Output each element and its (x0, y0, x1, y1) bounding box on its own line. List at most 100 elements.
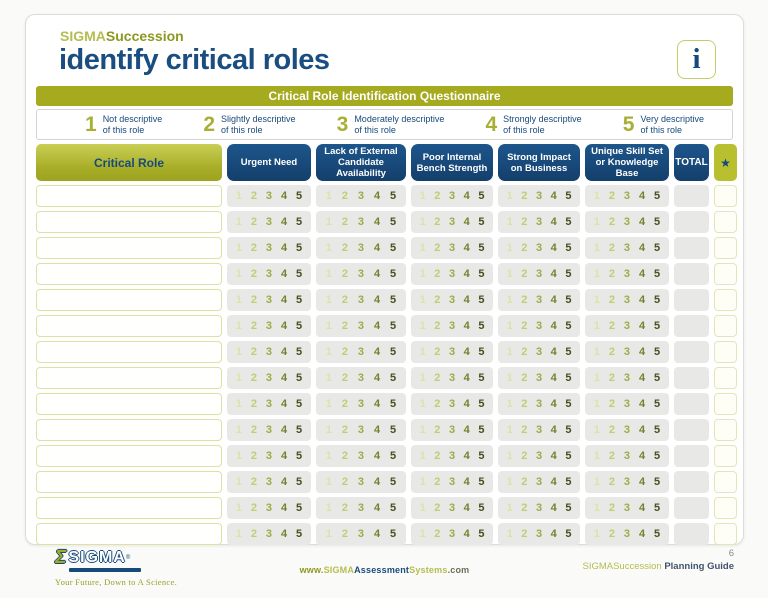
critical-role-input[interactable] (36, 263, 222, 286)
rating-option-3[interactable]: 3 (448, 450, 456, 463)
rating-option-1[interactable]: 1 (419, 424, 426, 437)
star-checkbox[interactable] (714, 471, 737, 494)
rating-option-5[interactable]: 5 (653, 528, 661, 541)
rating-option-2[interactable]: 2 (521, 450, 528, 463)
rating-option-1[interactable]: 1 (325, 216, 333, 229)
rating-option-5[interactable]: 5 (565, 242, 572, 255)
rating-option-3[interactable]: 3 (265, 528, 273, 541)
rating-option-2[interactable]: 2 (608, 424, 616, 437)
rating-option-3[interactable]: 3 (357, 268, 365, 281)
rating-option-5[interactable]: 5 (565, 528, 572, 541)
rating-option-2[interactable]: 2 (434, 190, 441, 203)
rating-option-3[interactable]: 3 (357, 372, 365, 385)
rating-option-1[interactable]: 1 (235, 450, 243, 463)
rating-option-2[interactable]: 2 (434, 216, 441, 229)
rating-option-2[interactable]: 2 (521, 320, 528, 333)
rating-option-2[interactable]: 2 (341, 450, 349, 463)
rating-option-2[interactable]: 2 (250, 268, 258, 281)
rating-option-1[interactable]: 1 (325, 320, 333, 333)
rating-option-2[interactable]: 2 (341, 502, 349, 515)
star-checkbox[interactable] (714, 445, 737, 468)
rating-option-4[interactable]: 4 (280, 528, 288, 541)
rating-option-3[interactable]: 3 (535, 346, 543, 359)
rating-option-5[interactable]: 5 (653, 320, 661, 333)
rating-option-5[interactable]: 5 (295, 346, 303, 359)
rating-option-4[interactable]: 4 (373, 372, 381, 385)
rating-option-5[interactable]: 5 (295, 528, 303, 541)
rating-option-1[interactable]: 1 (235, 346, 243, 359)
rating-option-2[interactable]: 2 (434, 502, 441, 515)
rating-option-2[interactable]: 2 (250, 216, 258, 229)
rating-option-4[interactable]: 4 (463, 372, 470, 385)
rating-option-3[interactable]: 3 (535, 424, 543, 437)
rating-option-5[interactable]: 5 (389, 216, 397, 229)
rating-option-4[interactable]: 4 (373, 476, 381, 489)
rating-option-5[interactable]: 5 (478, 502, 485, 515)
rating-option-2[interactable]: 2 (341, 216, 349, 229)
rating-option-4[interactable]: 4 (638, 216, 646, 229)
rating-option-3[interactable]: 3 (357, 424, 365, 437)
rating-option-5[interactable]: 5 (295, 502, 303, 515)
rating-option-1[interactable]: 1 (593, 398, 601, 411)
rating-option-3[interactable]: 3 (623, 346, 631, 359)
rating-option-3[interactable]: 3 (265, 268, 273, 281)
critical-role-input[interactable] (36, 211, 222, 234)
rating-option-2[interactable]: 2 (521, 346, 528, 359)
rating-option-2[interactable]: 2 (608, 190, 616, 203)
rating-option-5[interactable]: 5 (389, 294, 397, 307)
rating-option-5[interactable]: 5 (565, 268, 572, 281)
rating-option-3[interactable]: 3 (265, 294, 273, 307)
rating-option-5[interactable]: 5 (295, 216, 303, 229)
rating-option-4[interactable]: 4 (638, 372, 646, 385)
rating-option-2[interactable]: 2 (521, 294, 528, 307)
rating-option-4[interactable]: 4 (373, 346, 381, 359)
rating-option-4[interactable]: 4 (280, 268, 288, 281)
rating-option-5[interactable]: 5 (295, 398, 303, 411)
critical-role-input[interactable] (36, 419, 222, 442)
rating-option-5[interactable]: 5 (389, 268, 397, 281)
rating-option-4[interactable]: 4 (463, 424, 470, 437)
rating-option-5[interactable]: 5 (653, 294, 661, 307)
rating-option-1[interactable]: 1 (325, 528, 333, 541)
rating-option-1[interactable]: 1 (325, 450, 333, 463)
star-checkbox[interactable] (714, 523, 737, 546)
rating-option-4[interactable]: 4 (373, 190, 381, 203)
rating-option-4[interactable]: 4 (463, 294, 470, 307)
rating-option-1[interactable]: 1 (325, 372, 333, 385)
rating-option-5[interactable]: 5 (478, 528, 485, 541)
rating-option-1[interactable]: 1 (506, 190, 513, 203)
total-input[interactable] (674, 523, 709, 546)
rating-option-1[interactable]: 1 (325, 502, 333, 515)
rating-option-5[interactable]: 5 (565, 216, 572, 229)
critical-role-input[interactable] (36, 445, 222, 468)
rating-option-4[interactable]: 4 (463, 398, 470, 411)
rating-option-2[interactable]: 2 (341, 476, 349, 489)
rating-option-1[interactable]: 1 (419, 398, 426, 411)
rating-option-3[interactable]: 3 (265, 190, 273, 203)
total-input[interactable] (674, 263, 709, 286)
star-checkbox[interactable] (714, 237, 737, 260)
rating-option-4[interactable]: 4 (550, 190, 557, 203)
rating-option-1[interactable]: 1 (506, 424, 513, 437)
rating-option-4[interactable]: 4 (373, 502, 381, 515)
rating-option-3[interactable]: 3 (623, 372, 631, 385)
rating-option-3[interactable]: 3 (265, 502, 273, 515)
rating-option-2[interactable]: 2 (250, 424, 258, 437)
rating-option-2[interactable]: 2 (608, 372, 616, 385)
rating-option-1[interactable]: 1 (235, 216, 243, 229)
rating-option-5[interactable]: 5 (389, 190, 397, 203)
rating-option-4[interactable]: 4 (463, 450, 470, 463)
rating-option-5[interactable]: 5 (295, 320, 303, 333)
rating-option-2[interactable]: 2 (250, 294, 258, 307)
rating-option-4[interactable]: 4 (373, 424, 381, 437)
rating-option-4[interactable]: 4 (550, 528, 557, 541)
rating-option-3[interactable]: 3 (535, 528, 543, 541)
rating-option-1[interactable]: 1 (419, 528, 426, 541)
rating-option-4[interactable]: 4 (550, 372, 557, 385)
rating-option-1[interactable]: 1 (419, 320, 426, 333)
rating-option-4[interactable]: 4 (280, 294, 288, 307)
star-checkbox[interactable] (714, 315, 737, 338)
rating-option-2[interactable]: 2 (608, 216, 616, 229)
rating-option-5[interactable]: 5 (389, 346, 397, 359)
rating-option-1[interactable]: 1 (325, 398, 333, 411)
